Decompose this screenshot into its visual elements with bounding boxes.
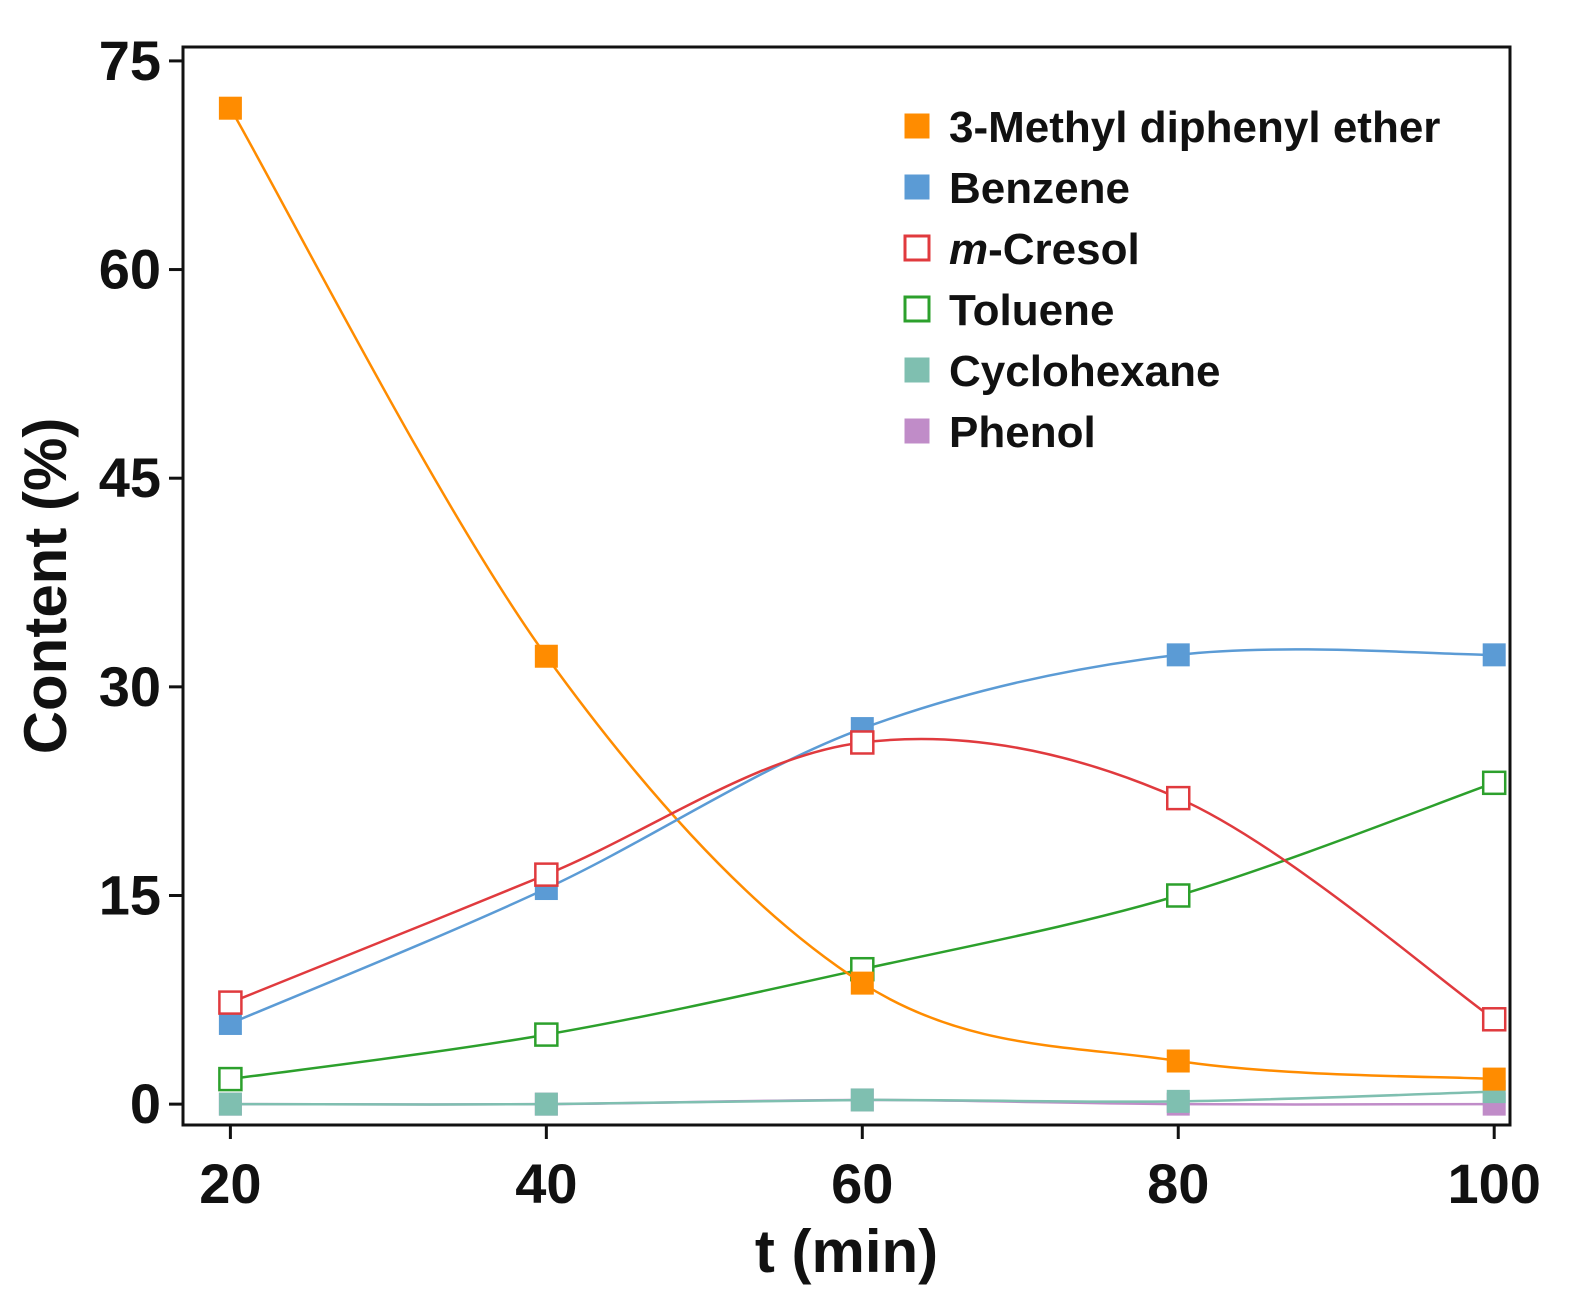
series-m-cresol xyxy=(218,730,1507,1032)
plot-frame xyxy=(181,45,1512,1127)
y-tick-label: 60 xyxy=(99,238,161,301)
x-tick-label: 40 xyxy=(515,1152,577,1215)
y-tick-label: 75 xyxy=(99,29,161,92)
data-point-marker xyxy=(850,730,875,755)
data-point-marker xyxy=(534,644,558,668)
legend-label: 3-Methyl diphenyl ether xyxy=(949,103,1440,152)
data-point-marker xyxy=(1481,770,1507,796)
legend-swatch xyxy=(904,113,930,139)
x-tick-label: 20 xyxy=(199,1152,261,1215)
y-tick-label: 0 xyxy=(130,1072,161,1135)
y-tick-label: 15 xyxy=(99,863,161,926)
x-tick-label: 100 xyxy=(1447,1152,1540,1215)
x-tick-label: 60 xyxy=(831,1152,893,1215)
data-point-marker xyxy=(1166,643,1190,667)
data-point-marker xyxy=(534,1092,558,1116)
series-3-methyl-diphenyl-ether xyxy=(218,96,1506,1091)
data-point-marker xyxy=(218,96,242,120)
legend: 3-Methyl diphenyl ether Benzene m-Cresol To… xyxy=(903,103,1440,457)
data-point-marker xyxy=(850,1088,874,1112)
legend-label: Toluene xyxy=(949,286,1114,335)
legend-swatch xyxy=(903,295,931,323)
data-point-marker xyxy=(218,990,243,1015)
series-layer xyxy=(218,96,1507,1116)
data-point-marker xyxy=(1166,785,1191,811)
series-cyclohexane xyxy=(218,1080,1506,1116)
y-tick-label: 30 xyxy=(99,655,161,718)
data-point-marker xyxy=(534,862,559,887)
legend-swatch xyxy=(904,418,930,444)
x-tick-label: 80 xyxy=(1147,1152,1209,1215)
data-point-marker xyxy=(1482,1067,1506,1091)
series-toluene xyxy=(218,770,1507,1092)
data-point-marker xyxy=(1166,1049,1190,1073)
data-point-marker xyxy=(534,1022,559,1047)
data-point-marker xyxy=(1166,883,1191,908)
legend-swatch xyxy=(904,174,930,200)
x-axis-title: t (min) xyxy=(755,1218,938,1285)
legend-label: Benzene xyxy=(949,164,1130,213)
legend-label: m-Cresol xyxy=(949,225,1140,274)
series-line xyxy=(229,107,1495,1081)
y-axis-title: Content (%) xyxy=(12,418,79,755)
legend-swatch xyxy=(903,234,931,262)
data-point-marker xyxy=(850,971,874,995)
data-point-marker xyxy=(1482,643,1506,667)
axis-ticks: 0 15 30 45 60 75 20 40 60 80 100 xyxy=(99,29,1541,1215)
legend-swatch xyxy=(904,357,930,383)
series-line xyxy=(230,781,1495,1081)
legend-label: Phenol xyxy=(949,408,1096,457)
data-point-marker xyxy=(218,1066,243,1092)
legend-label: Cyclohexane xyxy=(949,347,1220,396)
y-tick-label: 45 xyxy=(99,446,161,509)
data-point-marker xyxy=(1166,1089,1190,1113)
data-point-marker xyxy=(218,1092,242,1116)
data-point-marker xyxy=(1481,1007,1507,1032)
data-point-marker xyxy=(218,1011,242,1035)
